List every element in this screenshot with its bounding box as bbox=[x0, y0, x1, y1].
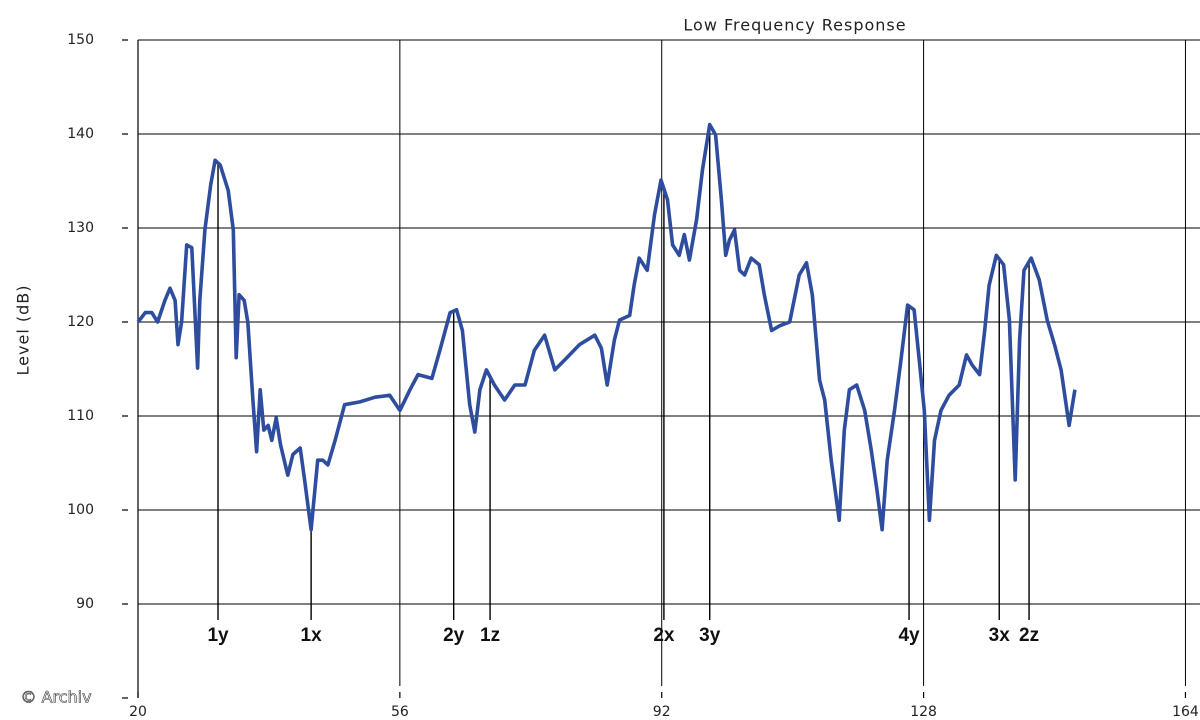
x-tick-label: 56 bbox=[391, 704, 409, 720]
annotation-label: 2z bbox=[1019, 625, 1039, 646]
annotation-label: 1x bbox=[301, 625, 323, 646]
watermark: © Archiv bbox=[20, 688, 91, 707]
annotation-label: 1y bbox=[207, 625, 229, 646]
x-tick-label: 164 bbox=[1172, 704, 1199, 720]
y-tick-label: 130 bbox=[67, 220, 94, 236]
annotation-label: 4y bbox=[898, 625, 920, 646]
x-tick-label: 128 bbox=[910, 704, 937, 720]
data-line bbox=[136, 122, 1077, 532]
x-tick-label: 92 bbox=[653, 704, 671, 720]
annotation-label: 3y bbox=[699, 625, 721, 646]
annotation-label: 2y bbox=[443, 625, 465, 646]
y-axis-label: Level (dB) bbox=[14, 285, 33, 376]
y-tick-label: 150 bbox=[67, 32, 94, 48]
x-tick-label: 20 bbox=[129, 704, 147, 720]
annotation-label: 2x bbox=[653, 625, 675, 646]
y-tick-label: 90 bbox=[76, 596, 94, 612]
y-tick-label: 100 bbox=[67, 502, 94, 518]
y-tick-label: 120 bbox=[67, 314, 94, 330]
chart-title: Low Frequency Response bbox=[683, 16, 906, 35]
annotation-label: 1z bbox=[480, 625, 500, 646]
y-tick-label: 140 bbox=[67, 126, 94, 142]
annotation-label: 3x bbox=[989, 625, 1011, 646]
y-tick-label: 110 bbox=[67, 408, 94, 424]
